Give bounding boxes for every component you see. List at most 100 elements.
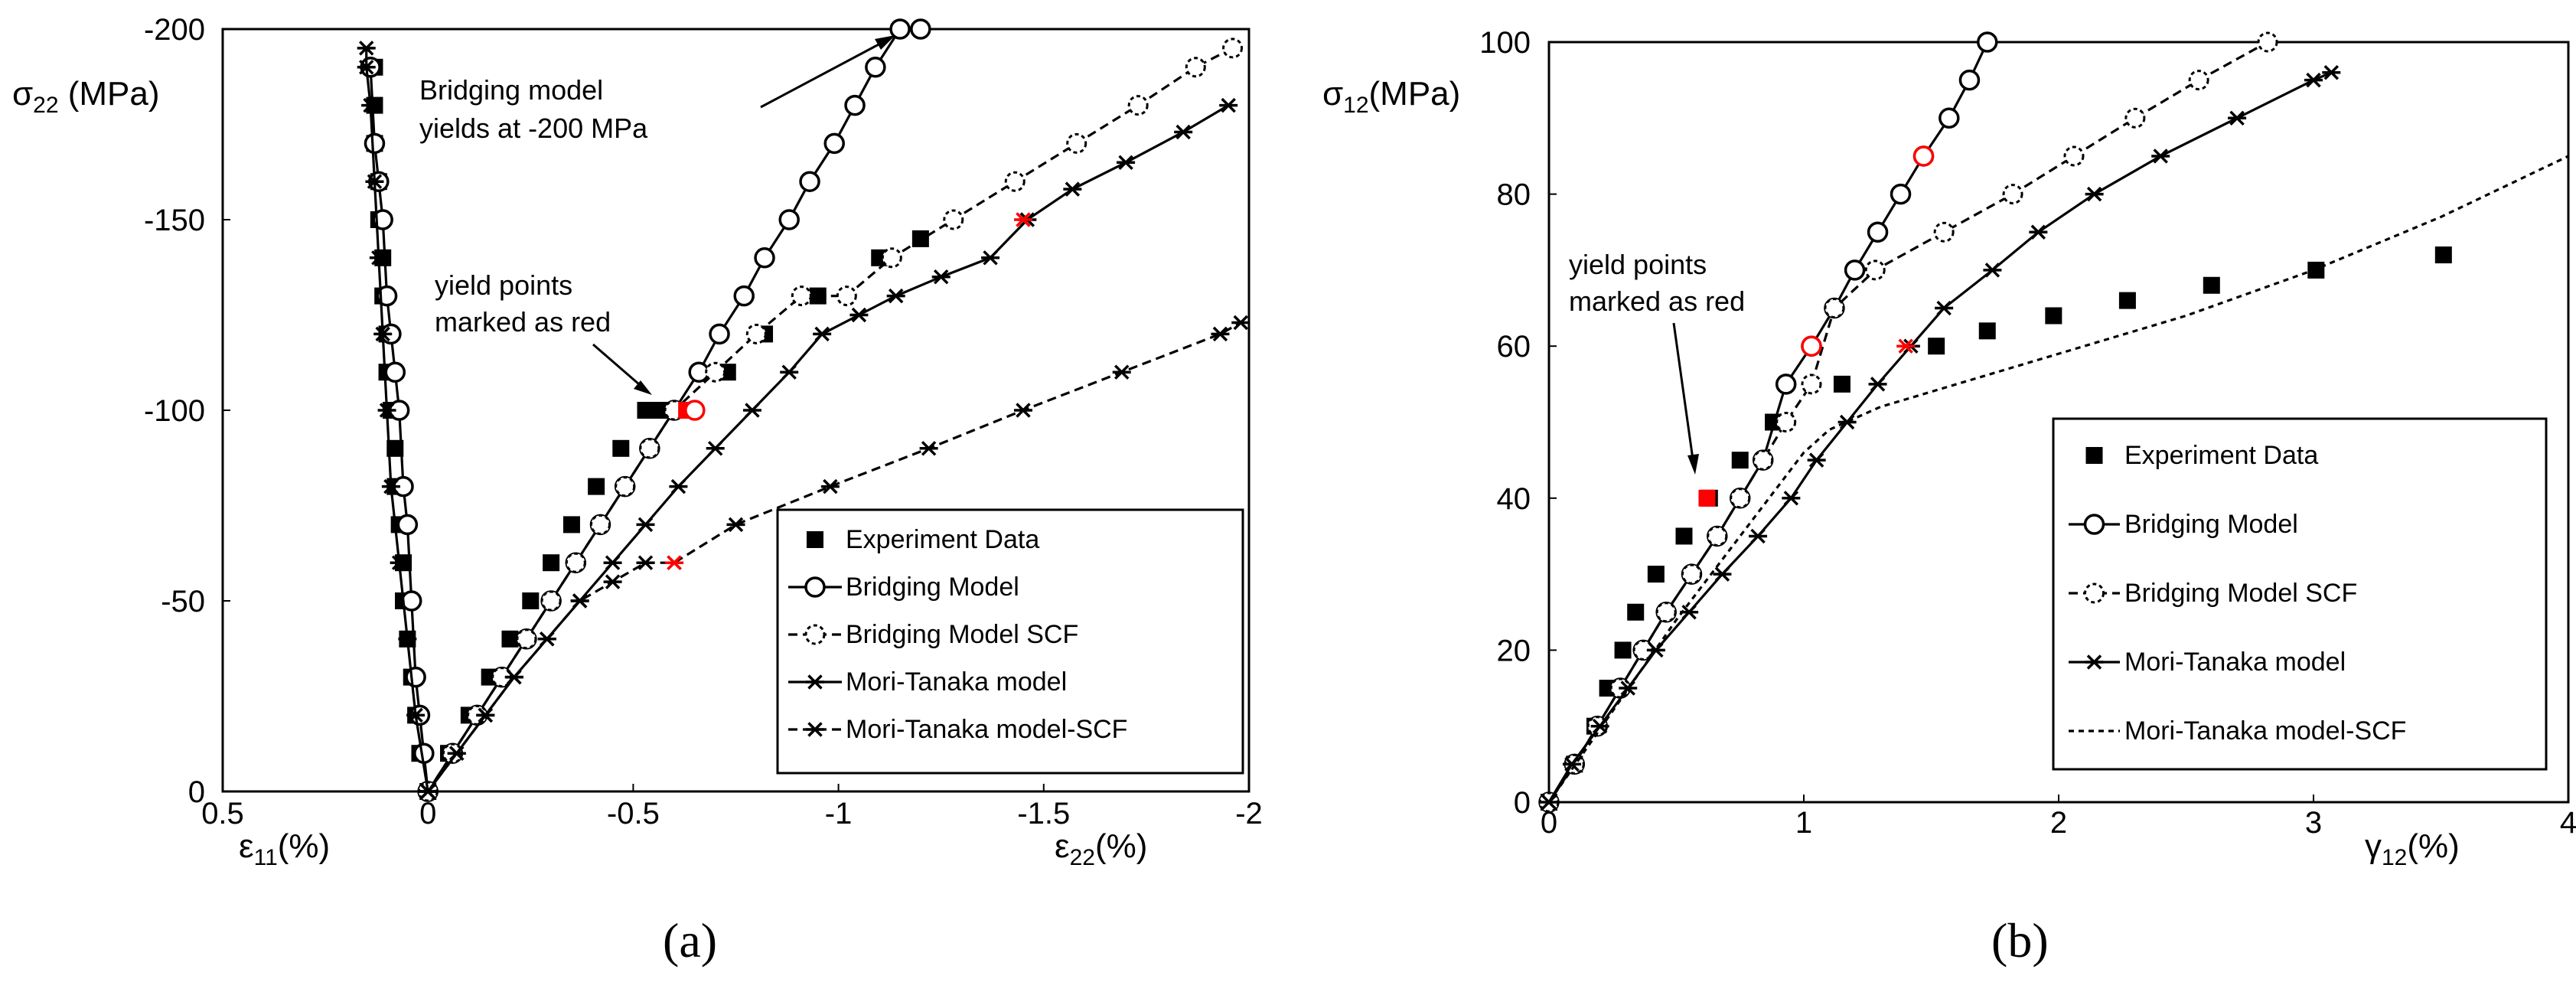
panel-b-x-tick-label: 1: [1795, 806, 1812, 840]
panel-b-series-mori-tanaka-model-point: [1749, 528, 1768, 544]
panel-a-y-tick-label: -150: [144, 204, 205, 237]
panel-a-series-mori-tanaka-model-11-point: [390, 555, 409, 570]
panel-a-series-experiment-data-11-point: [386, 439, 404, 457]
panel-a-series-bridging-model-11-point: [384, 361, 406, 383]
panel-b-series-bridging-model-scf-point: [1707, 525, 1728, 547]
panel-a-series-bridging-model-point: [778, 209, 800, 230]
panel-a-series-bridging-model-scf-point: [639, 438, 660, 459]
panel-a-yield-note-line1: yield points: [435, 269, 572, 301]
panel-b-y-axis-label: σ12(MPa): [1322, 75, 1460, 118]
panel-b-series-mori-tanaka-model-point: [1713, 566, 1732, 582]
panel-b-series-bridging-model-point: [1958, 69, 1981, 91]
panel-a-x-tick-label: 0: [419, 797, 436, 830]
panel-a-series-bridging-model-11-point: [364, 132, 386, 155]
panel-a-series-experiment-data-point: [612, 439, 630, 457]
panel-a-legend: Experiment Data Bridging Model Bridging …: [776, 508, 1244, 775]
panel-a-series-bridging-model-scf-point: [516, 628, 537, 650]
legend-entry-mori-tanaka-model-scf: Mori-Tanaka model-SCF: [846, 715, 1127, 744]
panel-b-series-mori-tanaka-model-point: [1590, 718, 1609, 734]
panel-a-series-bridging-model-11-point: [372, 209, 393, 230]
panel-a-series-mori-tanaka-model-scf-point: [570, 593, 589, 609]
panel-a-series-mori-tanaka-model-11-point: [369, 250, 388, 266]
panel-a-series-bridging-model-point: [865, 57, 886, 78]
panel-b-series-bridging-model-scf-point: [2063, 145, 2085, 167]
panel-a-series-bridging-model-point: [799, 171, 820, 192]
panel-a-series-mori-tanaka-model-11-point: [361, 97, 380, 113]
panel-a-series-bridging-model-scf-point: [881, 247, 902, 269]
panel-b-yield-note-arrow: [1672, 322, 1694, 460]
panel-a-series-bridging-model-scf-point: [589, 514, 611, 535]
legend-key-bridging-model-marker: [804, 576, 826, 598]
panel-b-yield-point: [1801, 335, 1822, 357]
panel-a-series-mori-tanaka-model-scf-point: [447, 746, 466, 761]
panel-b-legend-box: [2052, 417, 2548, 771]
panel-a-series-mori-tanaka-model-scf-point: [1231, 315, 1251, 331]
panel-b-series-bridging-model-scf-point: [1933, 221, 1955, 243]
panel-a-series-experiment-data-point: [637, 402, 654, 419]
panel-a-series-bridging-model-11-point: [396, 514, 419, 536]
panel-a-series-mori-tanaka-model-scf-point: [636, 555, 655, 570]
panel-b-series-mori-tanaka-model-point: [1935, 300, 1954, 316]
legend-entry-mori-tanaka-model-scf: Mori-Tanaka model-SCF: [2124, 716, 2406, 746]
panel-b-series-experiment-data-point: [2434, 246, 2452, 264]
panel-b-series-experiment-data-point: [1731, 452, 1749, 469]
panel-a-series-mori-tanaka-model-point: [706, 441, 725, 456]
panel-a-yield-point: [1013, 212, 1032, 227]
panel-b-series-mori-tanaka-model-point: [1782, 491, 1801, 506]
panel-b-x-axis-label: γ12(%): [2365, 827, 2460, 870]
panel-b-yield-note-arrowhead: [1687, 454, 1699, 475]
panel-a-yield-point: [665, 555, 684, 570]
panel-a-series-mori-tanaka-model-scf-point: [820, 478, 840, 494]
panel-b-series-mori-tanaka-model-point: [2151, 148, 2170, 164]
panel-a-series-mori-tanaka-model-point: [981, 250, 1000, 266]
panel-a-series-bridging-model-point: [754, 247, 775, 269]
panel-b-series-bridging-model-scf-point: [2188, 70, 2209, 91]
panel-b-y-tick-label: 0: [1514, 786, 1531, 820]
legend-key-bridging-model-marker: [2083, 514, 2105, 535]
panel-b-yield-point: [1698, 489, 1716, 507]
panel-b-series-experiment-data-point: [1928, 338, 1945, 355]
panel-a-x-axis-label-left: ε11(%): [239, 827, 330, 870]
panel-a-series-mori-tanaka-model-scf-point: [537, 631, 556, 647]
panel-a-series-bridging-model-point: [844, 94, 866, 116]
panel-a-series-bridging-model-point: [889, 18, 911, 40]
panel-b-series-mori-tanaka-model-point: [1562, 756, 1581, 772]
panel-a-series-mori-tanaka-model-scf-point: [476, 707, 495, 723]
panel-a-yield-point: [684, 400, 706, 421]
panel-a-series-bridging-model-point: [823, 132, 845, 155]
panel-a-series-mori-tanaka-model-11-point: [373, 326, 393, 342]
panel-a-series-mori-tanaka-model-point: [780, 364, 799, 380]
panel-b-series-experiment-data-point: [1978, 322, 1996, 340]
panel-b-y-tick-label: 40: [1497, 482, 1531, 516]
panel-b-series-experiment-data-point: [1833, 375, 1850, 393]
panel-a-series-bridging-model-scf-line: [426, 47, 1234, 792]
panel-a-series-bridging-model-scf-point: [943, 209, 964, 230]
panel-b-series-mori-tanaka-model-point: [2085, 186, 2104, 202]
legend-key-experiment-data-marker: [807, 531, 823, 548]
panel-b-series-mori-tanaka-model-point: [1807, 452, 1826, 468]
panel-a-series-bridging-model-11-point: [405, 666, 426, 688]
panel-a-series-mori-tanaka-model-11-point: [365, 174, 384, 189]
legend-entry-bridging-model: Bridging Model: [2124, 510, 2298, 539]
panel-b-series-bridging-model-point: [1977, 31, 1998, 53]
panel-a-series-bridging-model-scf-point: [565, 552, 586, 573]
panel-b-series-experiment-data-point: [2203, 276, 2220, 294]
panel-b-series-mori-tanaka-model-point: [2304, 72, 2323, 88]
panel-a-series-mori-tanaka-model-point: [813, 326, 832, 342]
panel-a-series-mori-tanaka-model-point: [1063, 181, 1082, 197]
panel-a-series-mori-tanaka-model-scf-point: [1013, 403, 1032, 418]
panel-a-series-bridging-model-point: [709, 323, 730, 345]
panel-b-series-mori-tanaka-model-point: [1646, 642, 1665, 658]
panel-a-x-tick-label: -1.5: [1017, 797, 1070, 830]
panel-b-series-experiment-data-point: [2118, 292, 2136, 309]
panel-b-series-mori-tanaka-model-scf-line: [1547, 155, 2569, 803]
panel-a-series-mori-tanaka-model-point: [886, 288, 905, 304]
legend-key-mori-tanaka-model-scf-marker: [806, 722, 824, 737]
panel-b-series-experiment-data-point: [1627, 603, 1645, 621]
panel-b-series-bridging-model-point: [1890, 183, 1912, 205]
panel-a-series-mori-tanaka-model-point: [603, 555, 622, 570]
panel-a-series-bridging-model-scf-point: [836, 286, 857, 307]
panel-a-x-axis-label-right: ε22(%): [1055, 827, 1147, 870]
